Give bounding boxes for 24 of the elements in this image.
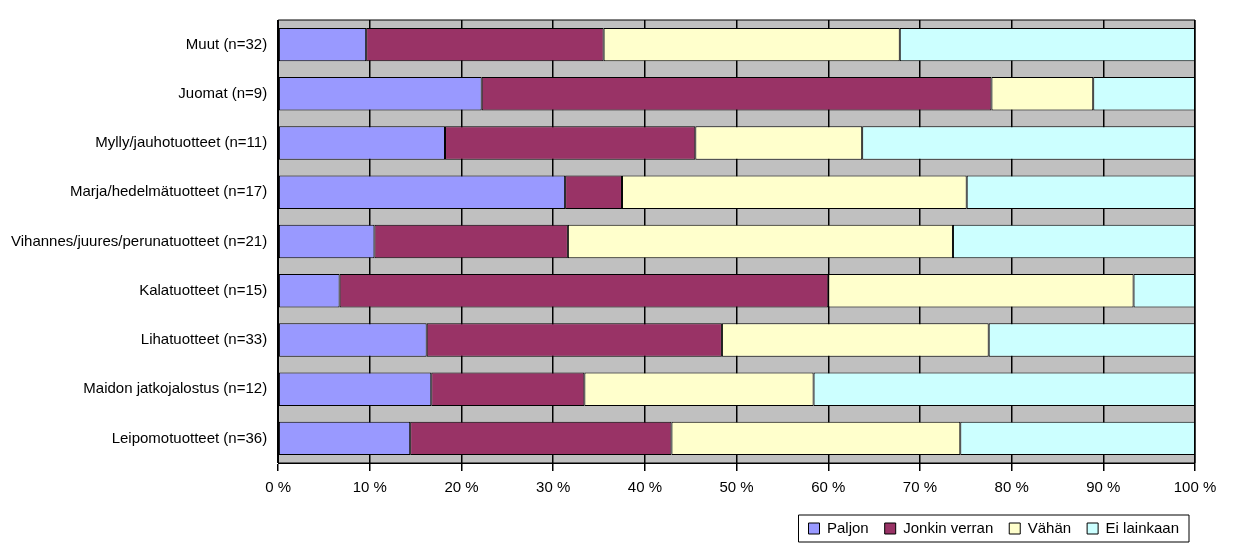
y-tick-label: Maidon jatkojalostus (n=12) bbox=[83, 379, 268, 397]
legend-label: Ei lainkaan bbox=[1105, 518, 1180, 536]
x-tick-label: 30 % bbox=[536, 478, 571, 496]
y-tick-label: Lihatuotteet (n=33) bbox=[140, 330, 268, 348]
y-tick-label: Juomat (n=9) bbox=[178, 83, 268, 101]
y-tick-label: Leipomotuotteet (n=36) bbox=[111, 428, 268, 446]
y-tick-label: Mylly/jauhotuotteet (n=11) bbox=[95, 133, 268, 151]
x-tick-label: 70 % bbox=[902, 478, 938, 496]
x-tick-label: 20 % bbox=[444, 478, 479, 496]
y-tick-label: Kalatuotteet (n=15) bbox=[139, 280, 268, 298]
y-tick-label: Muut (n=32) bbox=[185, 34, 268, 52]
legend-label: Paljon bbox=[827, 518, 869, 536]
y-tick-label: Vihannes/juures/perunatuotteet (n=21) bbox=[10, 231, 268, 249]
legend-label: Jonkin verran bbox=[903, 518, 994, 536]
x-tick-label: 0 % bbox=[265, 478, 292, 496]
x-tick-label: 40 % bbox=[627, 478, 662, 496]
x-tick-label: 80 % bbox=[994, 478, 1029, 496]
x-tick-label: 50 % bbox=[719, 478, 754, 496]
y-tick-label: Marja/hedelmätuotteet (n=17) bbox=[69, 182, 268, 200]
x-tick-label: 10 % bbox=[352, 478, 387, 496]
x-tick-label: 90 % bbox=[1086, 478, 1121, 496]
x-tick-label: 60 % bbox=[811, 478, 846, 496]
legend-label: Vähän bbox=[1027, 518, 1072, 536]
x-tick-label: 100 % bbox=[1173, 478, 1217, 496]
